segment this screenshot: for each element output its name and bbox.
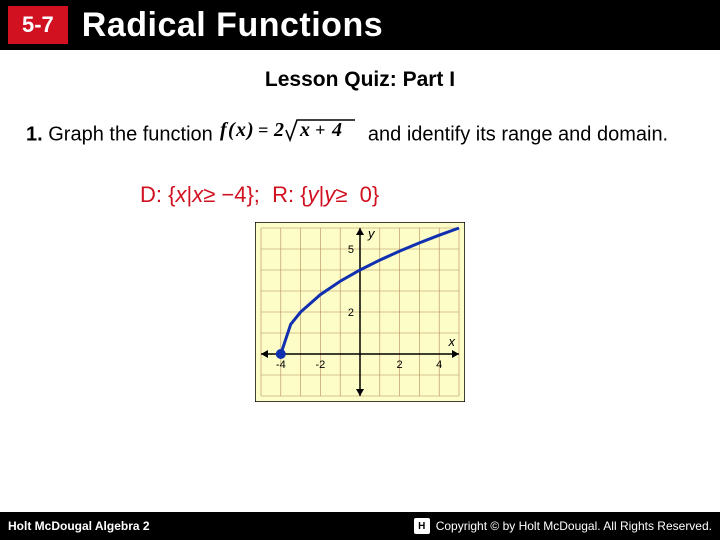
footer-left: Holt McDougal Algebra 2 <box>8 519 150 533</box>
svg-text:4: 4 <box>331 119 342 141</box>
answer-text: D: {x|x≥ −4}; R: {y|y≥ 0} <box>140 182 720 208</box>
svg-text:2: 2 <box>397 359 403 371</box>
question-before: Graph the function <box>48 123 218 145</box>
svg-text:(: ( <box>228 119 236 141</box>
footer-bar: Holt McDougal Algebra 2 H Copyright © by… <box>0 512 720 540</box>
quiz-title: Lesson Quiz: Part I <box>0 68 720 92</box>
svg-text:+: + <box>315 120 325 140</box>
svg-text:): ) <box>245 119 254 141</box>
svg-text:2: 2 <box>348 307 354 319</box>
svg-text:5: 5 <box>348 244 354 256</box>
question-formula: f ( x ) = 2 x + 4 <box>218 116 362 154</box>
svg-text:=: = <box>258 120 268 140</box>
footer-right: H Copyright © by Holt McDougal. All Righ… <box>414 518 712 534</box>
header-title: Radical Functions <box>82 6 383 45</box>
svg-text:2: 2 <box>273 119 284 141</box>
publisher-logo-icon: H <box>414 518 430 534</box>
svg-text:x: x <box>235 119 246 141</box>
question-after: and identify its range and domain. <box>368 123 668 145</box>
svg-text:-4: -4 <box>276 359 286 371</box>
svg-text:x: x <box>448 334 456 349</box>
question-text: 1. Graph the function f ( x ) = 2 x + 4 … <box>26 116 694 154</box>
svg-text:-2: -2 <box>316 359 326 371</box>
question-number: 1. <box>26 123 43 145</box>
header-bar: 5-7 Radical Functions <box>0 0 720 50</box>
function-graph: xy-4-22425 <box>255 222 465 402</box>
section-badge: 5-7 <box>8 6 68 44</box>
svg-text:4: 4 <box>436 359 442 371</box>
svg-text:x: x <box>299 119 310 141</box>
graph-container: xy-4-22425 <box>0 222 720 402</box>
footer-copyright: Copyright © by Holt McDougal. All Rights… <box>436 519 712 533</box>
